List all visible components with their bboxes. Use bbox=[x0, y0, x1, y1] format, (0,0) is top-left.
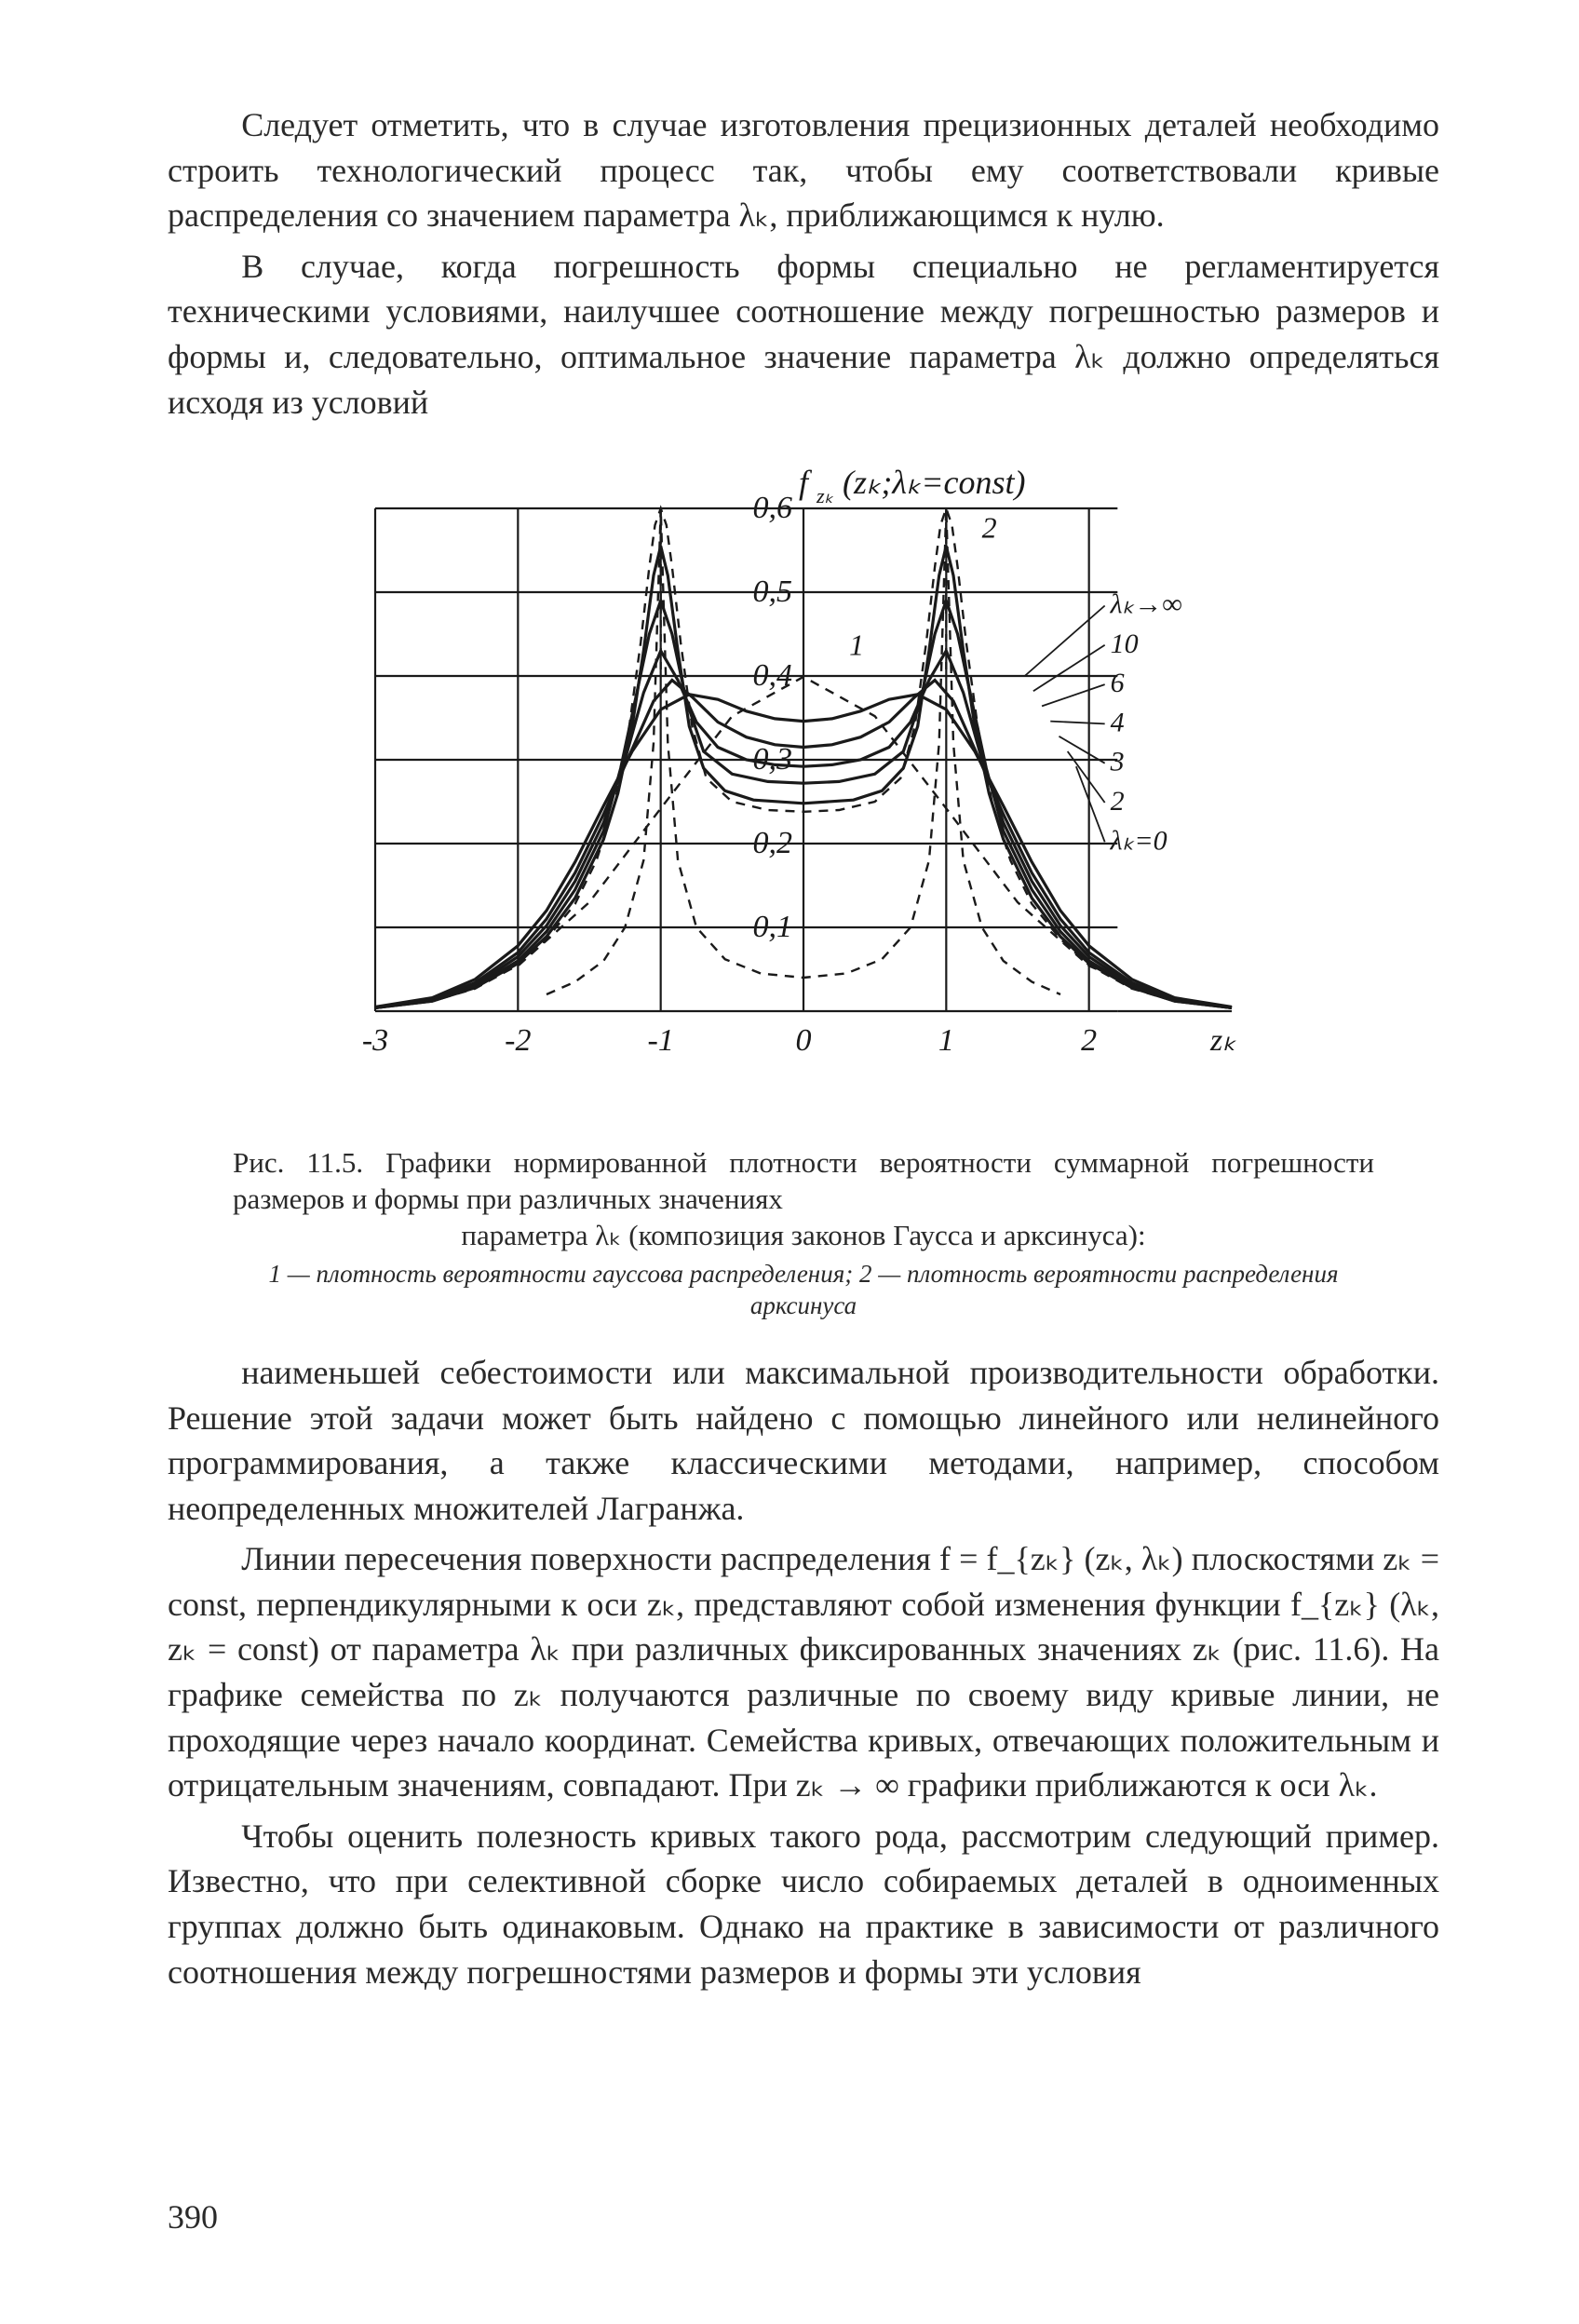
svg-text:0,5: 0,5 bbox=[753, 574, 793, 609]
svg-text:λₖ=0: λₖ=0 bbox=[1110, 825, 1167, 856]
paragraph-1: Следует отметить, что в случае изготовле… bbox=[168, 102, 1439, 238]
page: Следует отметить, что в случае изготовле… bbox=[0, 0, 1579, 2324]
svg-text:λₖ→∞: λₖ→∞ bbox=[1110, 589, 1182, 620]
svg-text:2: 2 bbox=[1081, 1023, 1097, 1058]
svg-text:0,6: 0,6 bbox=[753, 491, 793, 525]
svg-text:0,1: 0,1 bbox=[753, 910, 793, 944]
svg-text:zₖ: zₖ bbox=[816, 484, 834, 507]
paragraph-5: Чтобы оценить полезность кривых такого р… bbox=[168, 1814, 1439, 1994]
legend-text: 1 — плотность вероятности гауссова распр… bbox=[268, 1260, 1338, 1319]
paragraph-4: Линии пересечения поверхности распределе… bbox=[168, 1536, 1439, 1808]
caption-text-2: параметра λₖ (композиция законов Гаусса … bbox=[233, 1218, 1374, 1254]
svg-text:-3: -3 bbox=[362, 1023, 388, 1058]
svg-text:(zₖ;λₖ=const): (zₖ;λₖ=const) bbox=[843, 464, 1026, 501]
svg-text:0,4: 0,4 bbox=[753, 658, 793, 693]
svg-text:2: 2 bbox=[982, 511, 997, 545]
svg-text:1: 1 bbox=[849, 628, 864, 662]
svg-text:zₖ: zₖ bbox=[1209, 1023, 1236, 1058]
figure-caption: Рис. 11.5. Графики нормированной плотнос… bbox=[233, 1145, 1374, 1253]
svg-text:f: f bbox=[799, 464, 813, 501]
svg-text:6: 6 bbox=[1111, 668, 1125, 698]
paragraph-2: В случае, когда погрешность формы специа… bbox=[168, 244, 1439, 425]
density-chart: -3-2-10120,10,20,30,40,50,6zₖfzₖ(zₖ;λₖ=c… bbox=[263, 453, 1343, 1123]
svg-text:0,3: 0,3 bbox=[753, 742, 793, 777]
page-number: 390 bbox=[168, 2195, 218, 2240]
figure-legend: 1 — плотность вероятности гауссова распр… bbox=[233, 1259, 1374, 1322]
svg-text:0,2: 0,2 bbox=[753, 826, 793, 860]
svg-text:4: 4 bbox=[1111, 708, 1125, 738]
paragraph-3: наименьшей себестоимости или максимально… bbox=[168, 1350, 1439, 1531]
svg-text:10: 10 bbox=[1111, 628, 1139, 659]
svg-text:-2: -2 bbox=[505, 1023, 531, 1058]
svg-text:0: 0 bbox=[796, 1023, 812, 1058]
svg-text:2: 2 bbox=[1111, 786, 1125, 817]
svg-text:-1: -1 bbox=[648, 1023, 674, 1058]
caption-text-1: Рис. 11.5. Графики нормированной плотнос… bbox=[233, 1146, 1374, 1215]
svg-text:1: 1 bbox=[938, 1023, 954, 1058]
svg-text:3: 3 bbox=[1110, 747, 1125, 777]
figure-11-5: -3-2-10120,10,20,30,40,50,6zₖfzₖ(zₖ;λₖ=c… bbox=[263, 453, 1343, 1123]
